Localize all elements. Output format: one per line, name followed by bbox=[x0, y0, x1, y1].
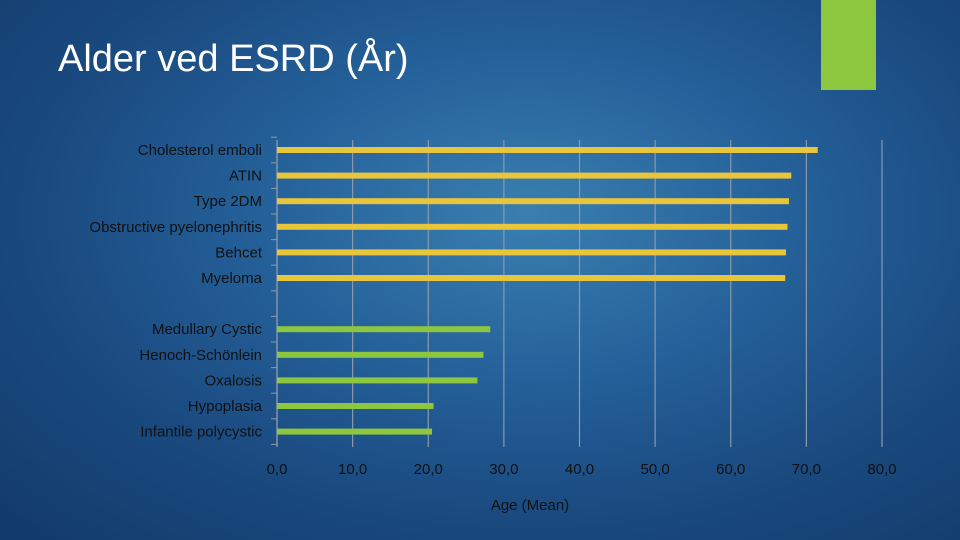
category-label: Medullary Cystic bbox=[152, 321, 263, 338]
bar bbox=[277, 377, 478, 384]
bar bbox=[277, 351, 484, 358]
category-label: ATIN bbox=[229, 168, 262, 185]
slide-title: Alder ved ESRD (År) bbox=[58, 38, 409, 80]
bar bbox=[277, 172, 792, 179]
bar bbox=[277, 198, 789, 205]
category-label: Behcet bbox=[215, 244, 263, 261]
bar bbox=[277, 275, 786, 281]
x-axis-title: Age (Mean) bbox=[491, 497, 569, 514]
category-label: Type 2DM bbox=[194, 193, 262, 210]
x-tick-label: 60,0 bbox=[716, 461, 745, 478]
grid-lines bbox=[276, 140, 883, 447]
x-tick-label: 0,0 bbox=[267, 461, 288, 478]
x-tick-labels: 0,0 10,0 20,0 30,0 40,0 50,0 60,0 70,0 80,0 bbox=[267, 461, 897, 478]
x-tick-label: 20,0 bbox=[414, 461, 443, 478]
bar bbox=[277, 428, 433, 435]
category-label: Obstructive pyelonephritis bbox=[89, 219, 262, 236]
x-tick-label: 40,0 bbox=[565, 461, 594, 478]
bar bbox=[277, 223, 788, 230]
bar bbox=[277, 403, 434, 409]
category-label: Myeloma bbox=[201, 270, 263, 287]
x-tick-label: 10,0 bbox=[338, 461, 367, 478]
y-axis bbox=[271, 136, 278, 447]
category-label: Oxalosis bbox=[204, 372, 262, 389]
bars bbox=[277, 147, 818, 435]
accent-block bbox=[821, 0, 876, 90]
x-tick-label: 80,0 bbox=[867, 461, 896, 478]
category-label: Infantile polycystic bbox=[140, 424, 262, 441]
category-label: Hypoplasia bbox=[188, 398, 263, 415]
x-tick-label: 70,0 bbox=[792, 461, 821, 478]
category-label: Cholesterol emboli bbox=[138, 142, 262, 159]
bar bbox=[277, 326, 491, 333]
category-label: Henoch-Schönlein bbox=[139, 347, 262, 364]
bar bbox=[277, 249, 786, 256]
x-tick-label: 30,0 bbox=[489, 461, 518, 478]
category-labels: Cholesterol emboli ATIN Type 2DM Obstructiv… bbox=[89, 142, 262, 441]
bar bbox=[277, 147, 818, 153]
x-tick-label: 50,0 bbox=[641, 461, 670, 478]
